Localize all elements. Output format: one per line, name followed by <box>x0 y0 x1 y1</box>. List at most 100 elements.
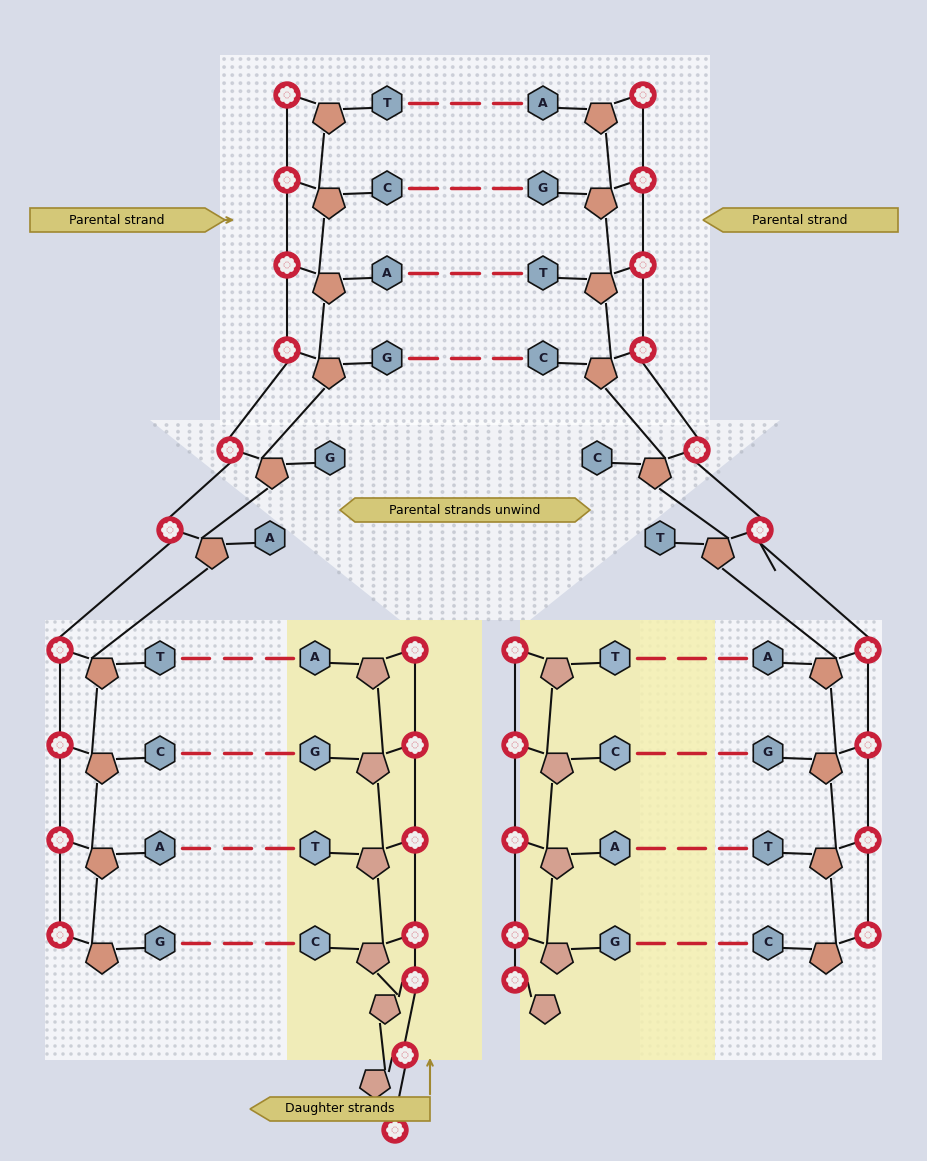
Circle shape <box>304 300 307 302</box>
Circle shape <box>647 171 649 173</box>
Circle shape <box>695 122 698 124</box>
Circle shape <box>459 226 462 229</box>
Circle shape <box>70 940 72 943</box>
Circle shape <box>78 981 80 983</box>
Circle shape <box>328 355 331 358</box>
Circle shape <box>361 431 362 433</box>
Circle shape <box>273 82 299 108</box>
Circle shape <box>237 677 240 679</box>
Circle shape <box>410 307 413 310</box>
Circle shape <box>688 448 692 452</box>
Circle shape <box>516 267 519 269</box>
Circle shape <box>516 355 519 358</box>
Polygon shape <box>600 831 629 865</box>
Circle shape <box>792 845 794 848</box>
Circle shape <box>213 989 216 991</box>
Circle shape <box>636 464 639 467</box>
Circle shape <box>800 1053 803 1055</box>
Circle shape <box>510 525 513 527</box>
Circle shape <box>578 504 581 506</box>
Circle shape <box>720 932 722 936</box>
Circle shape <box>222 893 224 895</box>
Circle shape <box>578 564 581 567</box>
Circle shape <box>190 788 192 791</box>
Circle shape <box>443 291 445 294</box>
Circle shape <box>704 693 706 695</box>
Circle shape <box>182 949 184 951</box>
Circle shape <box>744 821 746 823</box>
Circle shape <box>648 949 651 951</box>
Circle shape <box>377 339 380 341</box>
Circle shape <box>443 58 445 60</box>
Circle shape <box>864 1037 866 1039</box>
Circle shape <box>54 796 57 799</box>
Circle shape <box>54 1021 57 1023</box>
Circle shape <box>133 885 136 887</box>
Circle shape <box>62 949 64 951</box>
Circle shape <box>85 1029 88 1031</box>
Circle shape <box>426 372 429 374</box>
Circle shape <box>832 901 834 903</box>
Circle shape <box>792 1029 794 1031</box>
Circle shape <box>598 194 601 197</box>
Circle shape <box>443 171 445 173</box>
Circle shape <box>549 300 552 302</box>
Circle shape <box>337 307 339 310</box>
Circle shape <box>173 877 176 879</box>
Circle shape <box>712 749 715 751</box>
Circle shape <box>190 845 192 848</box>
Circle shape <box>654 202 657 205</box>
Circle shape <box>728 877 730 879</box>
Circle shape <box>173 821 176 823</box>
Circle shape <box>768 868 770 871</box>
Circle shape <box>532 315 535 318</box>
Circle shape <box>451 396 453 398</box>
Circle shape <box>824 997 826 1000</box>
Circle shape <box>94 693 96 695</box>
Circle shape <box>126 821 128 823</box>
Circle shape <box>671 404 674 406</box>
Circle shape <box>647 470 650 474</box>
Circle shape <box>679 267 682 269</box>
Circle shape <box>800 925 803 928</box>
Circle shape <box>760 749 762 751</box>
Circle shape <box>54 644 58 648</box>
Circle shape <box>513 978 516 982</box>
Circle shape <box>304 315 307 318</box>
Circle shape <box>277 860 280 863</box>
Circle shape <box>247 58 249 60</box>
Circle shape <box>223 452 228 456</box>
Polygon shape <box>701 539 733 569</box>
Circle shape <box>149 677 152 679</box>
Circle shape <box>525 300 527 302</box>
Circle shape <box>540 355 543 358</box>
Circle shape <box>671 235 674 237</box>
Circle shape <box>712 781 715 784</box>
Circle shape <box>491 259 494 261</box>
Circle shape <box>247 251 249 253</box>
Circle shape <box>500 315 502 318</box>
Circle shape <box>314 518 317 520</box>
Circle shape <box>261 1037 264 1039</box>
Circle shape <box>349 511 351 513</box>
Circle shape <box>613 518 616 520</box>
Circle shape <box>133 685 136 687</box>
Circle shape <box>377 122 380 124</box>
Circle shape <box>213 661 216 663</box>
Circle shape <box>744 965 746 967</box>
Circle shape <box>728 893 730 895</box>
Circle shape <box>476 612 477 614</box>
Circle shape <box>263 404 266 406</box>
Circle shape <box>361 557 362 561</box>
Circle shape <box>118 1012 121 1015</box>
Circle shape <box>270 693 272 695</box>
Circle shape <box>510 578 513 580</box>
Circle shape <box>752 788 755 791</box>
Circle shape <box>133 652 136 655</box>
Circle shape <box>648 973 651 975</box>
Circle shape <box>521 450 524 453</box>
Circle shape <box>190 1045 192 1047</box>
Circle shape <box>328 163 331 165</box>
Circle shape <box>361 450 362 453</box>
Circle shape <box>641 1045 642 1047</box>
